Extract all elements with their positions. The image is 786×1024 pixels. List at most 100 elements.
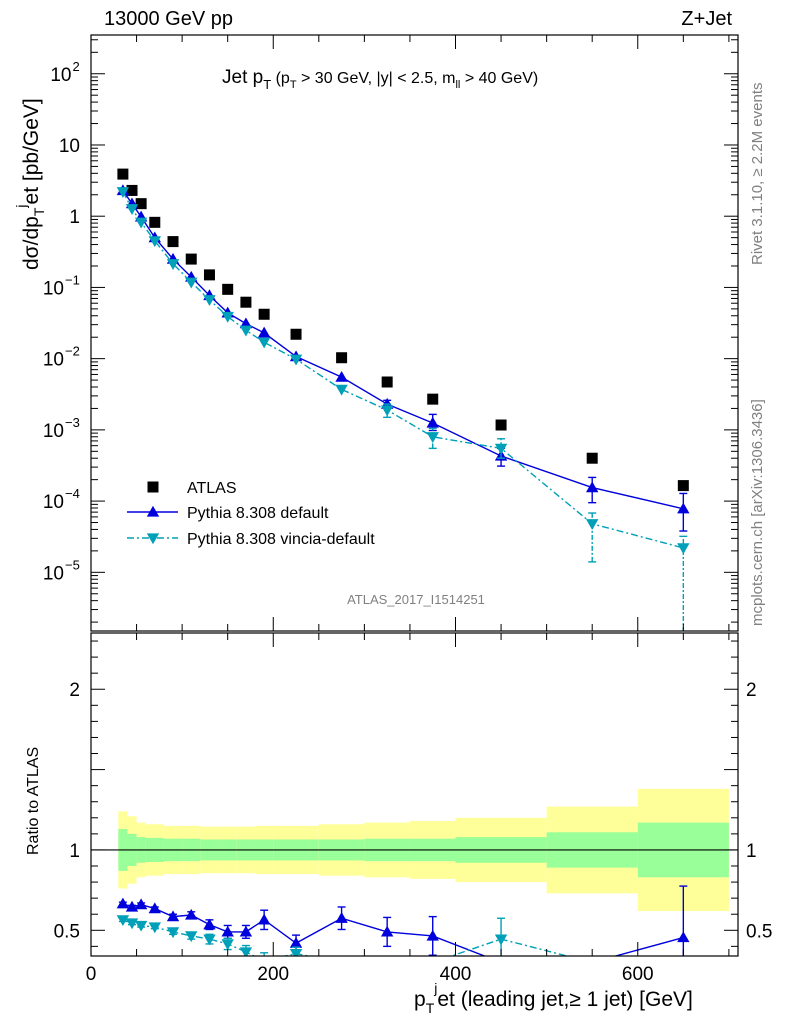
data-point xyxy=(426,416,439,428)
ratio-point xyxy=(166,927,180,939)
data-point xyxy=(495,419,507,431)
series-2 xyxy=(116,187,690,631)
data-point xyxy=(257,326,271,338)
ratio-point xyxy=(116,897,130,909)
ratio-point xyxy=(677,931,690,943)
x-tick-label: 200 xyxy=(257,964,289,985)
data-point xyxy=(185,253,197,265)
svg-text:dσ/dpTjet [pb/GeV]: dσ/dpTjet [pb/GeV] xyxy=(13,98,47,270)
data-point xyxy=(335,384,348,396)
analysis-watermark: ATLAS_2017_I1514251 xyxy=(347,592,485,607)
data-point xyxy=(239,317,253,329)
data-point xyxy=(222,283,234,295)
legend-marker xyxy=(146,533,160,545)
data-point xyxy=(257,337,271,349)
y-tick-label-exponent: −4 xyxy=(65,486,80,501)
y-tick-label-base: 10 xyxy=(43,350,64,371)
ratio-data-layer xyxy=(116,885,690,956)
y-tick-label-base: 10 xyxy=(50,65,71,86)
ratio-y-tick-label-right: 2 xyxy=(746,680,757,701)
ratio-point xyxy=(203,934,216,946)
ratio-point xyxy=(380,925,394,937)
mcplots-side-label-wrap: mcplots.cern.ch [arXiv:1306.3436] xyxy=(749,399,766,626)
legend-label: Pythia 8.308 default xyxy=(187,505,329,522)
ratio-series-line xyxy=(122,903,684,956)
data-point xyxy=(203,269,215,281)
ratio-point xyxy=(134,920,148,932)
ratio-y-axis-label: Ratio to ATLAS xyxy=(25,747,42,855)
main-data-layer xyxy=(116,168,690,631)
data-point xyxy=(203,295,216,307)
data-point xyxy=(221,311,234,323)
ratio-axes: 0.5 0.5 1 1 2 2 0 200 400 600 xyxy=(54,632,772,985)
ratio-point xyxy=(239,925,253,937)
ratio-point xyxy=(116,915,130,927)
data-point xyxy=(677,480,689,492)
ratio-point xyxy=(203,918,216,930)
data-point xyxy=(585,519,599,530)
legend-label: Pythia 8.308 vincia-default xyxy=(187,531,375,548)
legend-label: ATLAS xyxy=(187,480,237,497)
ratio-point xyxy=(289,948,303,956)
ratio-y-tick-label-right: 0.5 xyxy=(746,921,772,942)
x-tick-label: 0 xyxy=(86,964,97,985)
data-point xyxy=(117,168,129,180)
main-y-axis-label: dσ/dpTjet [pb/GeV] xyxy=(13,98,47,270)
series-line xyxy=(122,190,684,510)
ratio-point xyxy=(148,902,161,914)
data-point xyxy=(677,543,690,555)
data-point xyxy=(134,217,148,229)
ratio-y-tick-label-right: 1 xyxy=(746,841,757,862)
ratio-point xyxy=(134,898,148,910)
chart-title: Jet pT (pT > 30 GeV, |y| < 2.5, mll > 40… xyxy=(222,67,538,92)
y-tick-label-exponent: 2 xyxy=(73,59,80,74)
main-frame xyxy=(90,34,739,632)
y-tick-label-base: 10 xyxy=(43,278,64,299)
data-point xyxy=(380,405,394,417)
legend-marker xyxy=(146,505,160,517)
rivet-side-label-wrap: Rivet 3.1.10, ≥ 2.2M events xyxy=(749,83,766,266)
y-tick-label-exponent: −2 xyxy=(65,344,80,359)
data-point xyxy=(677,502,690,514)
legend-marker xyxy=(147,481,159,493)
data-point xyxy=(116,187,130,199)
x-tick-label: 600 xyxy=(622,964,654,985)
svg-text:Jet pT (pT > 30 GeV, |y| < 2.5: Jet pT (pT > 30 GeV, |y| < 2.5, mll > 40… xyxy=(222,67,538,92)
data-point xyxy=(185,277,198,289)
data-point xyxy=(290,328,302,340)
data-point xyxy=(289,354,303,366)
rivet-side-label: Rivet 3.1.10, ≥ 2.2M events xyxy=(749,83,766,266)
ratio-y-tick-label: 0.5 xyxy=(54,921,80,942)
svg-text:Ratio to ATLAS: Ratio to ATLAS xyxy=(25,747,42,855)
data-point xyxy=(125,204,139,216)
data-point xyxy=(239,325,253,337)
ratio-point xyxy=(148,922,161,934)
data-point xyxy=(427,393,439,405)
ratio-point xyxy=(125,918,139,930)
y-tick-label-base: 10 xyxy=(43,563,64,584)
svg-text:pTjet (leading jet,≥ 1 jet) [G: pTjet (leading jet,≥ 1 jet) [GeV] xyxy=(414,980,693,1016)
ratio-point xyxy=(257,913,271,925)
mcplots-side-label: mcplots.cern.ch [arXiv:1306.3436] xyxy=(749,399,766,626)
data-point xyxy=(585,481,599,493)
data-point xyxy=(149,216,161,228)
ratio-series-1 xyxy=(116,915,570,956)
data-point xyxy=(166,259,180,270)
legend: ATLAS Pythia 8.308 default Pythia 8.308 vi… xyxy=(127,480,375,548)
data-point xyxy=(494,443,508,455)
data-point xyxy=(126,184,138,196)
y-tick-label-base: 10 xyxy=(43,421,64,442)
ratio-point xyxy=(166,910,180,922)
ratio-point xyxy=(221,939,234,951)
data-point xyxy=(258,308,270,320)
data-point xyxy=(240,296,252,308)
data-point xyxy=(335,370,348,382)
y-tick-label-exponent: −3 xyxy=(65,415,80,430)
ratio-point xyxy=(426,929,439,941)
x-tick-label: 400 xyxy=(440,964,472,985)
ratio-point xyxy=(335,912,348,923)
y-tick-label: 10 xyxy=(59,136,80,157)
ratio-point xyxy=(185,908,198,920)
